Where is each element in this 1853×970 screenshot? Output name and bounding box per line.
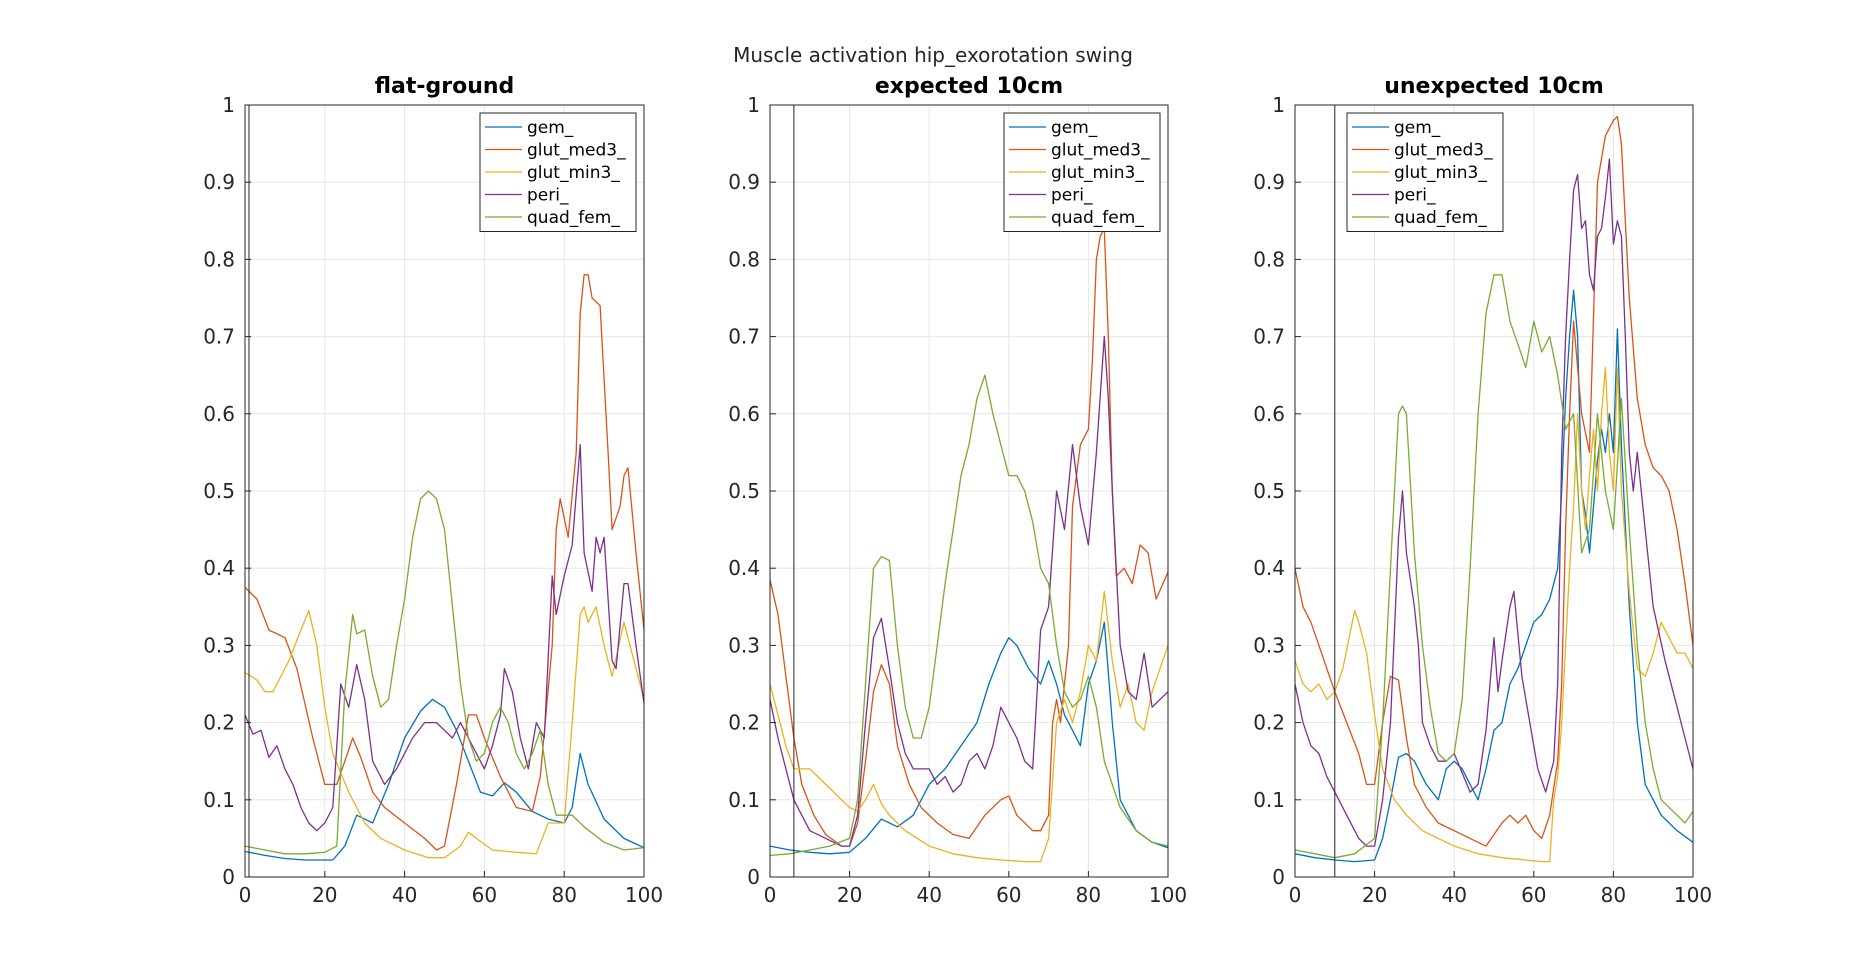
y-tick-label: 0.8	[1253, 247, 1285, 271]
legend: gem_ glut_med3_glut_min3_ peri_quad_fem_	[1346, 112, 1504, 232]
x-tick-label: 20	[1362, 883, 1387, 907]
x-tick-label: 80	[551, 883, 576, 907]
y-tick-label: 0.3	[203, 633, 235, 657]
y-tick-label: 0.2	[728, 711, 760, 735]
y-tick-label: 0.2	[203, 711, 235, 735]
legend-entry: peri_	[1394, 186, 1436, 206]
panel-2: 0 20 40 60 80 100 0 0.1 0.2 0.3 0.4 0.5 0.6 0.7 0.8 0.9…	[728, 74, 1187, 907]
legend: gem_ glut_med3_glut_min3_ peri_quad_fem_	[1003, 112, 1161, 232]
series-group	[770, 227, 1168, 863]
x-tick-label: 60	[472, 883, 497, 907]
x-tick-label: 0	[764, 883, 777, 907]
x-tick-label: 40	[392, 883, 417, 907]
x-tick-label: 80	[1076, 883, 1101, 907]
x-tick-label: 60	[996, 883, 1021, 907]
y-tick-label: 0.1	[1253, 788, 1285, 812]
y-tick-label: 0.6	[1253, 402, 1285, 426]
series-group	[1295, 115, 1693, 863]
legend-entry: quad_fem_	[527, 208, 620, 228]
series-line-quad-fem	[245, 490, 644, 855]
series-line-gem	[1295, 289, 1693, 863]
y-tick-label: 0.7	[728, 325, 760, 349]
legend-entry: gem_	[1051, 118, 1098, 138]
series-group	[245, 274, 644, 861]
panel-3: 0 20 40 60 80 100 0 0.1 0.2 0.3 0.4 0.5 0.6 0.7 0.8 0.9…	[1253, 74, 1712, 907]
y-tick-label: 0	[747, 865, 760, 889]
x-tick-label: 100	[1674, 883, 1712, 907]
y-tick-label: 0.2	[1253, 711, 1285, 735]
y-tick-label: 0.9	[203, 170, 235, 194]
y-tick-label: 0.5	[203, 479, 235, 503]
y-tick-label: 0.9	[728, 170, 760, 194]
grid	[244, 104, 645, 878]
legend-entry: gem_	[1394, 118, 1441, 138]
series-line-peri	[245, 444, 644, 832]
series-line-quad-fem	[1295, 274, 1693, 859]
legend-entry: quad_fem_	[1394, 208, 1487, 228]
panels: 0 20 40 60 80 10000.10.20.30.40.50.60.70.80.9…	[203, 74, 1712, 907]
x-tick-label: 0	[239, 883, 252, 907]
x-tick-label: 100	[625, 883, 663, 907]
panel-title: unexpected 10cm	[1384, 74, 1604, 99]
y-tick-label: 1	[222, 93, 235, 117]
x-tick-label: 60	[1521, 883, 1546, 907]
y-tick-label: 1	[747, 93, 760, 117]
legend-entry: glut_min3_	[1051, 163, 1144, 183]
y-tick-label: 0.5	[1253, 479, 1285, 503]
panel-title: flat-ground	[375, 74, 515, 99]
y-tick-label: 0.4	[1253, 556, 1285, 580]
series-line-glut-min3	[245, 606, 644, 859]
legend-entry: quad_fem_	[1051, 208, 1144, 228]
y-tick-label: 0.1	[203, 788, 235, 812]
y-tick-label: 0.9	[1253, 170, 1285, 194]
y-tick-label: 0	[222, 865, 235, 889]
x-tick-label: 0	[1289, 883, 1302, 907]
x-tick-label: 20	[312, 883, 337, 907]
legend-entry: glut_med3_	[1394, 141, 1493, 161]
legend: gem_ glut_med3_glut_min3_ peri_quad_fem_	[479, 112, 637, 232]
y-tick-label: 0.7	[203, 325, 235, 349]
y-tick-label: 1	[1272, 93, 1285, 117]
y-tick-label: 0.8	[728, 247, 760, 271]
series-line-quad-fem	[770, 374, 1168, 857]
y-tick-label: 0.4	[203, 556, 235, 580]
y-tick-label: 0.8	[203, 247, 235, 271]
x-tick-label: 40	[916, 883, 941, 907]
y-tick-label: 0.3	[728, 633, 760, 657]
legend-entry: peri_	[1051, 186, 1093, 206]
panel-1: 0 20 40 60 80 100 0 0.1 0.2 0.3 0.4 0.5 0.6 0.7 0.8 0.9…	[203, 74, 663, 907]
x-tick-label: 40	[1441, 883, 1466, 907]
legend-entry: peri_	[527, 186, 569, 206]
y-tick-label: 0.7	[1253, 325, 1285, 349]
y-tick-label: 0.3	[1253, 633, 1285, 657]
series-line-glut-min3	[1295, 366, 1693, 863]
legend-entry: glut_med3_	[527, 141, 626, 161]
series-line-peri	[1295, 158, 1693, 847]
y-tick-label: 0.6	[728, 402, 760, 426]
y-tick-label: 0.4	[728, 556, 760, 580]
x-tick-label: 20	[837, 883, 862, 907]
series-line-gem	[245, 698, 644, 861]
y-tick-label: 0.6	[203, 402, 235, 426]
series-line-gem	[770, 621, 1168, 855]
y-tick-label: 0	[1272, 865, 1285, 889]
legend-entry: glut_min3_	[1394, 163, 1487, 183]
legend-entry: gem_	[527, 118, 574, 138]
x-tick-label: 100	[1149, 883, 1187, 907]
panel-title: expected 10cm	[875, 74, 1063, 99]
figure-title: Muscle activation hip_exorotation swing	[733, 43, 1133, 67]
x-tick-label: 80	[1601, 883, 1626, 907]
legend-entry: glut_min3_	[527, 163, 620, 183]
series-line-glut-min3	[770, 590, 1168, 863]
series-line-glut-med3	[1295, 115, 1693, 847]
legend-entry: glut_med3_	[1051, 141, 1150, 161]
y-tick-label: 0.5	[728, 479, 760, 503]
y-tick-label: 0.1	[728, 788, 760, 812]
series-line-peri	[770, 335, 1168, 847]
